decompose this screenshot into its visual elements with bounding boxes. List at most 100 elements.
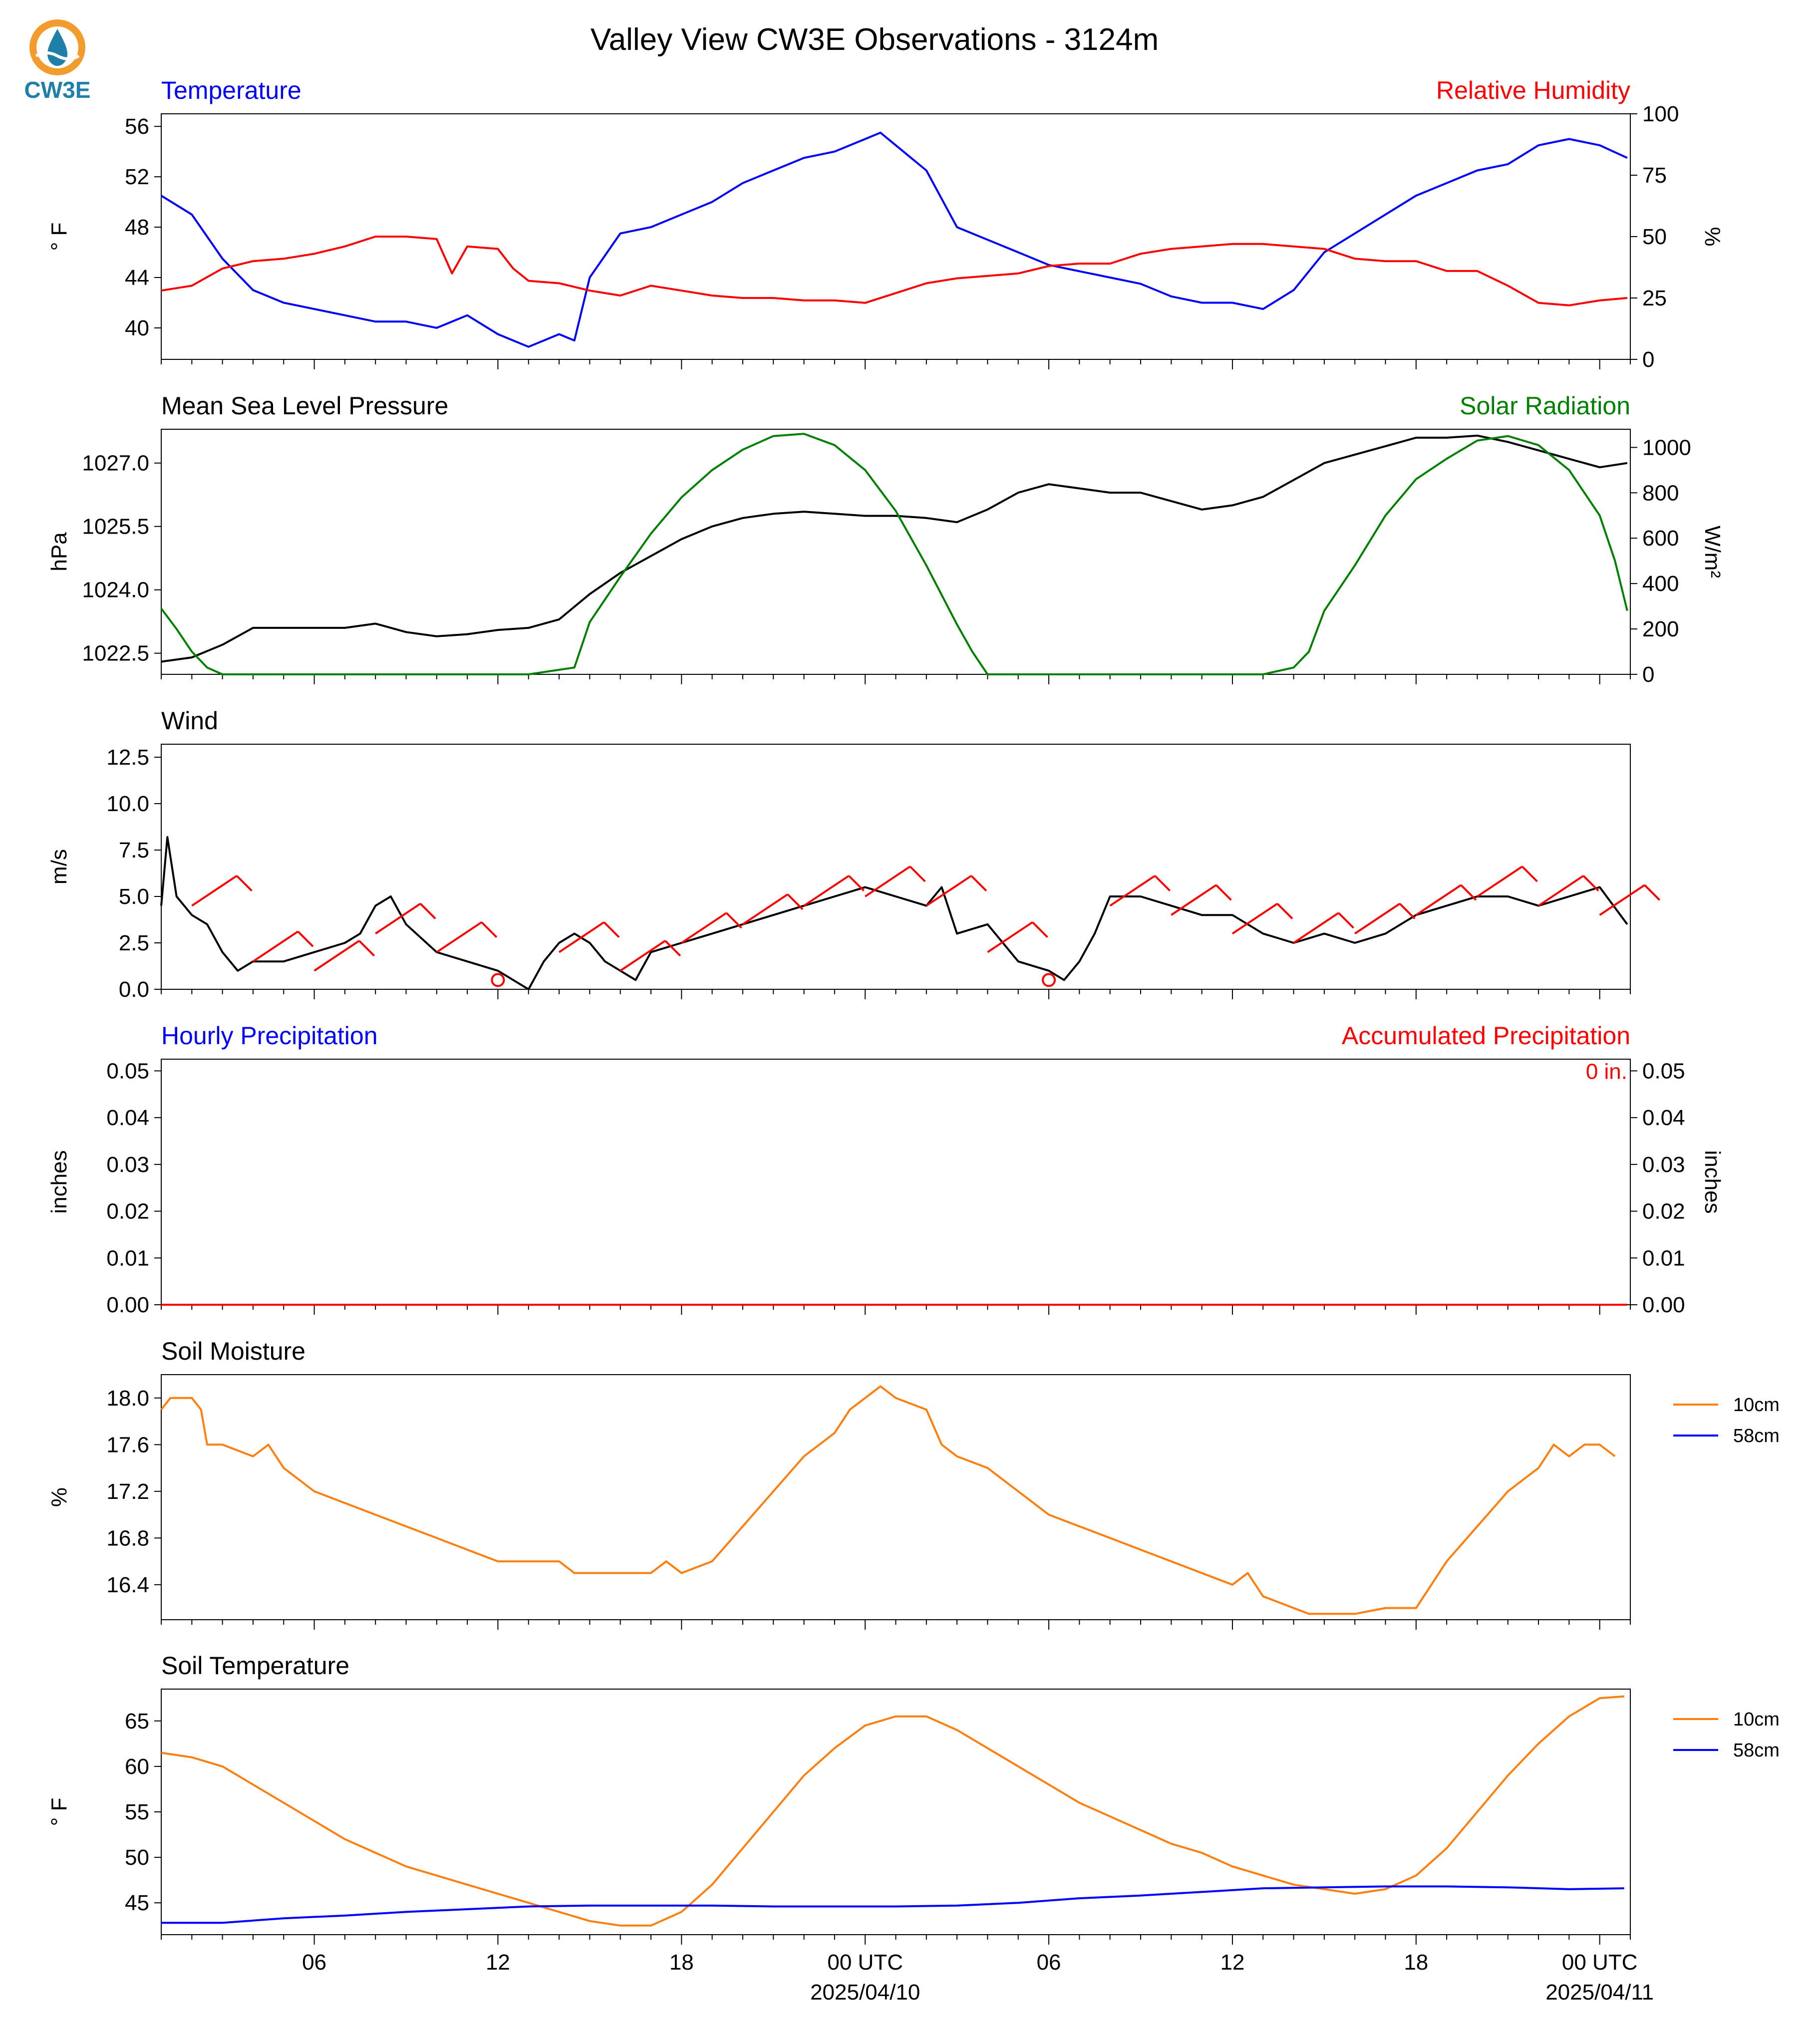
ytick-right-label: 0 <box>1642 662 1654 687</box>
ytick-right-label: 1000 <box>1642 435 1691 460</box>
wind-barb <box>1231 902 1293 935</box>
ytick-right-label: 0.05 <box>1642 1059 1685 1083</box>
ytick-right-label: 0.00 <box>1642 1293 1685 1317</box>
plot-frame <box>161 429 1631 675</box>
wind-barb <box>1415 884 1477 916</box>
barb-shaft <box>375 902 421 935</box>
wind-barb <box>742 893 804 925</box>
logo-wave-icon <box>35 51 80 60</box>
barb-shaft <box>1477 866 1523 897</box>
panel-6: Soil Temperature 45 50 55 60 65 ° F 10cm 58cm <box>47 1652 1780 1945</box>
series-10cm <box>160 1385 1616 1615</box>
ytick-right-label: 200 <box>1642 617 1679 641</box>
wind-barb <box>865 866 926 897</box>
ytick-left-label: 56 <box>125 114 149 139</box>
precip-total-annotation: 0 in. <box>1586 1059 1627 1084</box>
ytick-right-label: 0.04 <box>1642 1106 1685 1130</box>
ylabel-left: m/s <box>47 849 71 884</box>
ytick-right-label: 100 <box>1642 102 1679 126</box>
barb-flag <box>1644 884 1661 901</box>
xtick-label: 12 <box>486 1950 510 1975</box>
barb-flag <box>358 940 375 957</box>
ytick-left-label: 60 <box>125 1754 149 1779</box>
barb-shaft <box>1599 884 1645 916</box>
barb-shaft <box>558 921 605 953</box>
xtick-label: 12 <box>1220 1950 1244 1975</box>
wind-barb <box>1293 912 1354 944</box>
barb-shaft <box>1171 884 1217 916</box>
wind-barb <box>191 874 253 907</box>
ytick-right-label: 800 <box>1642 481 1679 505</box>
series-58cm <box>161 1885 1624 1924</box>
panels: Temperature Relative Humidity 40 44 48 52 56 0 2… <box>47 76 1780 2005</box>
barb-shaft <box>1537 874 1584 907</box>
wind-barb <box>987 921 1048 953</box>
wind-barb <box>1171 884 1232 916</box>
series-10cm <box>161 1695 1624 1927</box>
wind-barb <box>375 902 436 935</box>
page-title: Valley View CW3E Observations - 3124m <box>591 22 1159 57</box>
barb-shaft <box>865 866 911 897</box>
barb-shaft <box>191 874 238 907</box>
wind-barb <box>252 930 314 962</box>
wind-barb <box>1477 866 1538 897</box>
ytick-right-label: 0.03 <box>1642 1153 1685 1177</box>
barb-flag <box>236 875 253 892</box>
plot-frame <box>161 1689 1631 1935</box>
ytick-left-label: 10.0 <box>106 792 149 816</box>
ytick-right-label: 400 <box>1642 572 1679 596</box>
barb-flag <box>970 875 987 892</box>
panel-3: Wind 0.0 2.5 5.0 7.5 10.0 12.5 m/s <box>47 707 1661 1002</box>
barb-shaft <box>742 893 789 925</box>
series-solar-radiation <box>160 433 1628 675</box>
ytick-right-label: 75 <box>1642 163 1667 188</box>
ylabel-left: % <box>47 1487 71 1507</box>
ytick-right-label: 600 <box>1642 526 1679 551</box>
ytick-left-label: 17.6 <box>106 1433 149 1457</box>
barb-shaft <box>925 874 972 907</box>
barb-shaft <box>1231 902 1278 935</box>
wind-barb <box>925 874 987 907</box>
barb-flag <box>1338 912 1354 929</box>
ytick-left-label: 7.5 <box>119 838 149 863</box>
xtick-label: 18 <box>669 1950 694 1975</box>
barb-flag <box>848 875 865 892</box>
wind-barb <box>558 921 620 953</box>
ytick-left-label: 12.5 <box>106 745 149 770</box>
panel-title-left: Wind <box>161 707 218 735</box>
ytick-right-label: 0.02 <box>1642 1199 1685 1224</box>
xtick-label: 06 <box>1037 1950 1061 1975</box>
barb-flag <box>419 902 436 919</box>
ytick-right-label: 0.01 <box>1642 1246 1685 1270</box>
panel-title-left: Temperature <box>161 76 302 104</box>
panel-1: Temperature Relative Humidity 40 44 48 52 56 0 2… <box>47 76 1725 372</box>
barb-flag <box>725 912 742 929</box>
barb-flag <box>297 930 314 947</box>
ytick-left-label: 40 <box>125 316 149 340</box>
wind-barb <box>1042 973 1056 987</box>
xtick-label: 00 UTC <box>1562 1950 1638 1975</box>
barb-shaft <box>987 921 1033 953</box>
barb-flag <box>481 921 498 938</box>
panel-2: Mean Sea Level Pressure Solar Radiation 10… <box>47 392 1725 687</box>
wind-barb <box>1599 884 1661 916</box>
barb-flag <box>1276 902 1293 919</box>
xtick-label: 18 <box>1404 1950 1428 1975</box>
wind-barb <box>436 921 498 953</box>
ytick-left-label: 1022.5 <box>82 641 149 666</box>
ytick-left-label: 1025.5 <box>82 515 149 539</box>
ylabel-right: inches <box>1700 1150 1725 1213</box>
ylabel-right: % <box>1700 227 1725 246</box>
ytick-left-label: 55 <box>125 1800 149 1824</box>
panel-title-right: Solar Radiation <box>1460 392 1630 420</box>
xtick-label: 06 <box>302 1950 326 1975</box>
barb-flag <box>1460 884 1477 901</box>
ytick-left-label: 2.5 <box>119 931 149 955</box>
ytick-left-label: 16.4 <box>106 1573 149 1597</box>
ytick-left-label: 0.00 <box>106 1293 149 1317</box>
barb-flag <box>1399 902 1416 919</box>
ytick-left-label: 0.04 <box>106 1106 149 1130</box>
barb-flag <box>909 866 926 882</box>
ytick-left-label: 1027.0 <box>82 451 149 476</box>
